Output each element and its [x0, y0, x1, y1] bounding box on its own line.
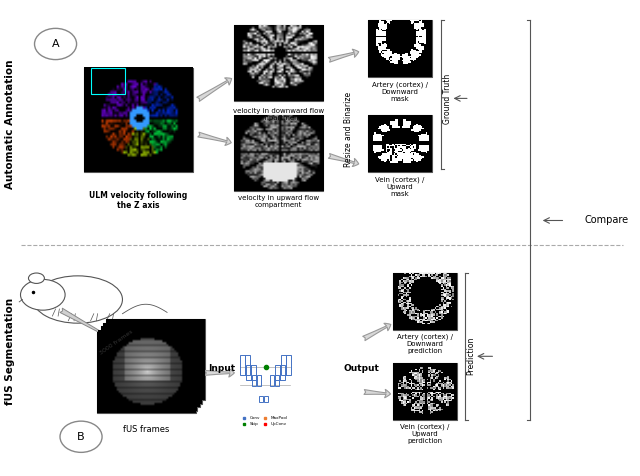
Text: Resize and Binarize: Resize and Binarize [344, 91, 353, 167]
Text: Ground Truth: Ground Truth [443, 73, 452, 124]
FancyBboxPatch shape [84, 68, 193, 172]
Text: 3000 frames: 3000 frames [99, 329, 134, 357]
FancyBboxPatch shape [234, 115, 323, 191]
Bar [286, 356, 291, 375]
Text: ULM velocity following
the Z axis: ULM velocity following the Z axis [89, 191, 188, 210]
Bar [246, 365, 250, 380]
Text: fUS Segmentation: fUS Segmentation [4, 298, 15, 405]
Text: Conv: Conv [249, 416, 260, 420]
Bar [246, 356, 250, 375]
Text: Output: Output [344, 364, 380, 373]
Text: Prediction: Prediction [467, 337, 476, 376]
FancyBboxPatch shape [97, 333, 196, 413]
FancyBboxPatch shape [394, 274, 457, 330]
Bar [269, 375, 274, 386]
FancyBboxPatch shape [368, 20, 431, 77]
Text: Artery (cortex) /
Downward
mask: Artery (cortex) / Downward mask [372, 82, 428, 102]
FancyBboxPatch shape [234, 25, 323, 101]
Text: Vein (cortex) /
Upward
perdiction: Vein (cortex) / Upward perdiction [401, 424, 450, 444]
FancyBboxPatch shape [368, 115, 431, 172]
Text: velocity in downward flow
compartment: velocity in downward flow compartment [233, 108, 324, 121]
FancyBboxPatch shape [100, 327, 200, 407]
Ellipse shape [20, 279, 65, 310]
FancyBboxPatch shape [106, 319, 205, 400]
Text: velocity in upward flow
compartment: velocity in upward flow compartment [238, 196, 319, 208]
Bar [280, 365, 285, 380]
FancyBboxPatch shape [394, 363, 457, 420]
Text: MaxPool: MaxPool [270, 416, 287, 420]
Bar [252, 375, 256, 386]
Bar [251, 365, 255, 380]
Bar [264, 396, 268, 402]
Text: Skip: Skip [249, 422, 258, 426]
Text: Automatic Annotation: Automatic Annotation [4, 60, 15, 189]
FancyBboxPatch shape [103, 323, 202, 404]
Text: Input: Input [207, 364, 235, 373]
Bar [241, 356, 245, 375]
Ellipse shape [28, 273, 44, 283]
Bar [91, 68, 125, 94]
Bar [259, 396, 263, 402]
Text: Vein (cortex) /
Upward
mask: Vein (cortex) / Upward mask [375, 177, 424, 197]
Bar [275, 375, 279, 386]
FancyBboxPatch shape [99, 331, 197, 411]
Ellipse shape [33, 276, 122, 323]
Text: fUS frames: fUS frames [124, 425, 170, 434]
Text: Artery (cortex) /
Downward
prediction: Artery (cortex) / Downward prediction [397, 334, 453, 354]
Bar [275, 365, 280, 380]
Text: Compare: Compare [585, 216, 629, 226]
Text: A: A [52, 39, 60, 49]
Text: UpConv: UpConv [270, 422, 287, 426]
Text: B: B [77, 432, 85, 442]
Bar [281, 356, 285, 375]
Bar [257, 375, 261, 386]
